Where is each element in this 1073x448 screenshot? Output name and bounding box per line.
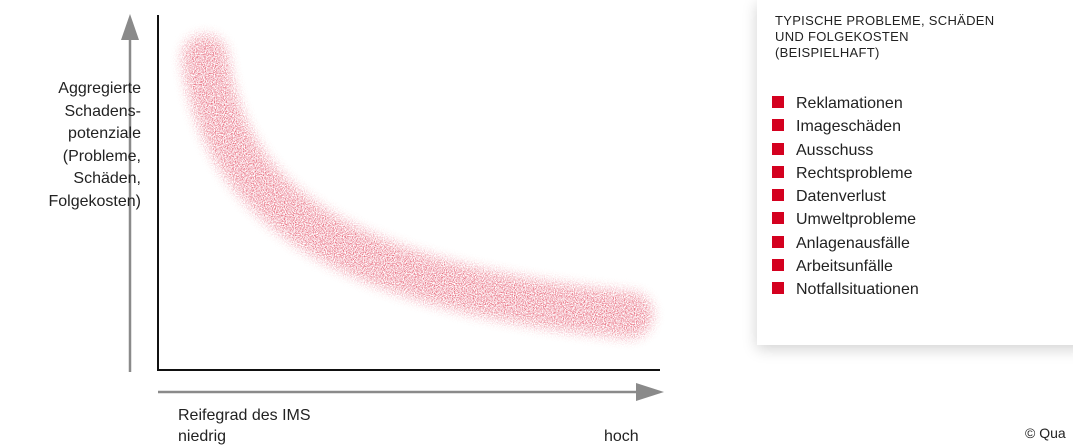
item: Ausschuss: [772, 139, 919, 162]
item-bullet: [772, 142, 784, 155]
y-label-line-text: Schäden,: [73, 170, 141, 187]
panel-title: TYPISCHE PROBLEME, SCHÄDEN UND FOLGEKOSTE…: [775, 13, 994, 61]
item-text: Reklamationen: [796, 95, 903, 112]
panel-title-line: (BEISPIELHAFT): [775, 45, 994, 61]
item-bullet: [772, 282, 784, 295]
item: Anlagenausfälle: [772, 232, 919, 255]
item-text: Arbeitsunfälle: [796, 258, 893, 276]
x-high-label: hoch: [604, 428, 639, 445]
item-text: Umweltprobleme: [796, 211, 917, 229]
copyright: © Qua: [1025, 425, 1066, 441]
panel-title-line: TYPISCHE PROBLEME, SCHÄDEN: [775, 13, 994, 29]
item-text: Imageschäden: [796, 118, 901, 136]
item-bullet: [772, 189, 784, 202]
y-label-line: Schäden,: [49, 168, 141, 191]
item-text: Rechtsprobleme: [796, 164, 913, 182]
item-list: Reklamationen Imageschäden Ausschuss Rechts…: [772, 92, 919, 302]
item: Notfallsituationen: [772, 278, 919, 301]
x-axis-label: Reifegrad des IMS: [178, 407, 311, 424]
x-arrowhead: [636, 383, 664, 401]
item-bullet: [772, 212, 784, 225]
item: Umweltprobleme: [772, 208, 919, 231]
y-label-line-text: potenziale: [68, 125, 141, 142]
item-bullet: [772, 96, 784, 108]
item: Arbeitsunfälle: [772, 255, 919, 278]
panel-title-line-text: TYPISCHE PROBLEME, SCHÄDEN: [775, 13, 995, 28]
y-label-line: Folgekosten): [49, 191, 142, 214]
item-bullet: [772, 165, 784, 178]
item-bullet: [772, 119, 784, 132]
y-axis-label: Aggregierte Schadens-potenziale (Probleme,…: [49, 78, 142, 213]
y-arrowhead: [121, 14, 139, 40]
y-label-line-text: Aggregierte: [58, 80, 141, 97]
x-low-label: niedrig: [178, 428, 227, 445]
y-label-line-text: Folgekosten): [48, 192, 142, 210]
y-label-line-text: Schadens-: [64, 102, 142, 120]
y-label-line: (Probleme,: [49, 146, 141, 169]
item-text: Notfallsituationen: [796, 281, 919, 299]
item-text: Datenverlust: [796, 188, 886, 206]
item: Datenverlust: [772, 185, 919, 208]
y-label-line-text: (Probleme,: [62, 147, 141, 165]
item-bullet: [772, 259, 784, 272]
y-label-line: Schadens-: [49, 101, 142, 124]
legend-panel: TYPISCHE PROBLEME, SCHÄDEN UND FOLGEKOSTE…: [757, 0, 1073, 345]
panel-title-line-text: (BEISPIELHAFT): [775, 45, 880, 60]
y-label-line: Aggregierte: [49, 78, 141, 101]
item-text: Ausschuss: [796, 141, 874, 159]
item: Rechtsprobleme: [772, 162, 919, 185]
item: Imageschäden: [772, 115, 919, 138]
panel-title-line-text: UND FOLGEKOSTEN: [775, 29, 909, 44]
y-label-line: potenziale: [49, 123, 141, 146]
damage-curve: [182, 35, 653, 338]
item-bullet: [772, 235, 784, 248]
panel-title-line: UND FOLGEKOSTEN: [775, 29, 994, 45]
item: Reklamationen: [772, 92, 919, 115]
item-text: Anlagenausfälle: [796, 234, 910, 252]
diagram: [121, 14, 664, 401]
